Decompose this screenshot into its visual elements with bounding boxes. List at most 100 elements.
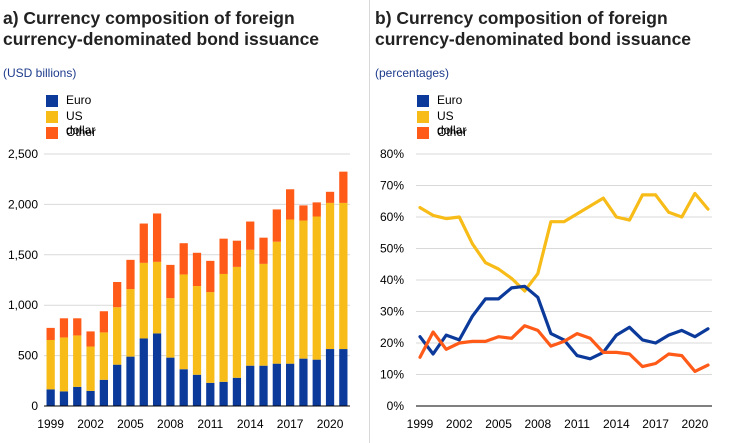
y-tick-label: 10%: [380, 368, 404, 382]
legend-label-usd: US dollar: [437, 109, 467, 137]
bar-euro-2002: [86, 390, 95, 406]
bar-euro-2017: [286, 363, 295, 406]
legend-label-euro: Euro: [437, 93, 463, 107]
y-tick-label: 500: [18, 349, 38, 363]
bar-us-dollar-2002: [86, 346, 95, 391]
bar-euro-2004: [113, 364, 122, 406]
x-tick-label: 2017: [277, 417, 304, 431]
bar-euro-2016: [272, 363, 281, 406]
bar-other-2007: [152, 213, 162, 262]
bar-other-1999: [46, 327, 55, 340]
y-tick-label: 1,000: [8, 298, 38, 312]
bar-us-dollar-2008: [166, 298, 175, 358]
panel-a: a) Currency composition of foreign curre…: [0, 0, 368, 443]
panel-b-unit: (percentages): [375, 66, 450, 80]
legend-swatch-euro: [417, 95, 429, 107]
x-tick-label: 2008: [524, 417, 551, 431]
x-tick-label: 2002: [77, 417, 104, 431]
x-tick-label: 2002: [446, 417, 473, 431]
bar-us-dollar-2018: [299, 220, 308, 359]
y-tick-label: 1,500: [8, 248, 38, 262]
bar-us-dollar-2015: [259, 263, 268, 366]
bar-us-dollar-2014: [246, 249, 255, 366]
y-tick-label: 20%: [380, 336, 404, 350]
bar-us-dollar-2017: [286, 219, 295, 364]
bar-us-dollar-2005: [126, 289, 135, 357]
x-tick-label: 2014: [237, 417, 264, 431]
bar-other-2004: [113, 282, 122, 308]
legend-label-other: Other: [437, 125, 468, 139]
bar-euro-2005: [126, 356, 135, 406]
bar-euro-2001: [73, 386, 82, 406]
bar-us-dollar-1999: [46, 339, 55, 390]
bar-other-2006: [139, 223, 148, 263]
bar-chart: 0 500 1,000 1,500 2,000 2,500 1999 2002 2005 2008…: [8, 147, 350, 431]
bar-other-2018: [299, 205, 308, 221]
bar-other-2020: [325, 191, 335, 203]
bar-us-dollar-2012: [219, 273, 228, 382]
bar-other-2016: [272, 209, 281, 242]
bar-other-2014: [246, 221, 255, 250]
bar-euro-2006: [139, 338, 148, 406]
bar-other-2010: [192, 252, 202, 287]
bar-other-2005: [126, 259, 135, 290]
bar-euro-1999: [46, 389, 55, 406]
bar-us-dollar-2007: [152, 261, 162, 334]
legend-swatch-usd: [46, 111, 58, 123]
y-tick-label: 0%: [387, 399, 405, 413]
line-series-other: [418, 324, 710, 373]
bar-euro-2021: [339, 349, 348, 406]
bar-us-dollar-2006: [139, 262, 148, 339]
bar-euro-2020: [325, 349, 335, 406]
panel-divider: [369, 0, 370, 443]
y-tick-label: 80%: [380, 147, 404, 161]
bar-euro-2003: [99, 379, 108, 406]
y-tick-label: 30%: [380, 305, 404, 319]
bar-euro-2000: [59, 391, 69, 406]
bar-euro-2009: [179, 369, 188, 406]
bar-us-dollar-2021: [339, 202, 348, 350]
bar-euro-2019: [312, 359, 321, 406]
y-tick-label: 40%: [380, 273, 404, 287]
x-tick-label: 2011: [197, 417, 223, 431]
bar-other-2001: [73, 318, 82, 336]
bar-other-2002: [86, 331, 95, 347]
legend-swatch-euro: [46, 95, 58, 107]
panel-a-title: a) Currency composition of foreign curre…: [3, 8, 320, 49]
bar-us-dollar-2001: [73, 335, 82, 387]
bar-euro-2013: [232, 377, 242, 406]
bar-other-2019: [312, 202, 321, 217]
bar-us-dollar-2011: [206, 292, 215, 383]
legend-label-euro: Euro: [66, 93, 92, 107]
panel-b-title: b) Currency composition of foreign curre…: [375, 8, 692, 49]
x-tick-label: 2014: [603, 417, 630, 431]
panel-a-unit: (USD billions): [3, 66, 77, 80]
bar-euro-2014: [246, 365, 255, 406]
bar-us-dollar-2013: [232, 266, 242, 378]
panel-b: b) Currency composition of foreign curre…: [372, 0, 744, 443]
y-tick-label: 60%: [380, 210, 404, 224]
y-tick-label: 70%: [380, 179, 404, 193]
line-chart: 0% 10% 20% 30% 40% 50% 60% 70% 80% 1999 2002 2005 20…: [380, 147, 712, 431]
line-series-euro: [418, 284, 710, 361]
bar-us-dollar-2009: [179, 274, 188, 370]
bar-us-dollar-2004: [113, 307, 122, 365]
x-tick-label: 2005: [485, 417, 512, 431]
x-tick-label: 1999: [37, 417, 64, 431]
bar-other-2015: [259, 237, 268, 264]
bar-other-2009: [179, 243, 188, 275]
bar-other-2017: [286, 189, 295, 220]
y-tick-label: 50%: [380, 242, 404, 256]
x-tick-label: 2020: [682, 417, 709, 431]
bar-other-2012: [219, 238, 228, 274]
x-tick-label: 2017: [642, 417, 669, 431]
bar-euro-2007: [152, 333, 162, 406]
legend-swatch-other: [46, 127, 58, 139]
bar-us-dollar-2019: [312, 216, 321, 360]
bar-euro-2011: [206, 382, 215, 406]
bar-other-2008: [166, 264, 175, 299]
bar-other-2003: [99, 311, 108, 333]
legend-label-other: Other: [66, 125, 97, 139]
y-tick-label: 2,500: [8, 147, 38, 161]
x-tick-label: 2020: [317, 417, 344, 431]
